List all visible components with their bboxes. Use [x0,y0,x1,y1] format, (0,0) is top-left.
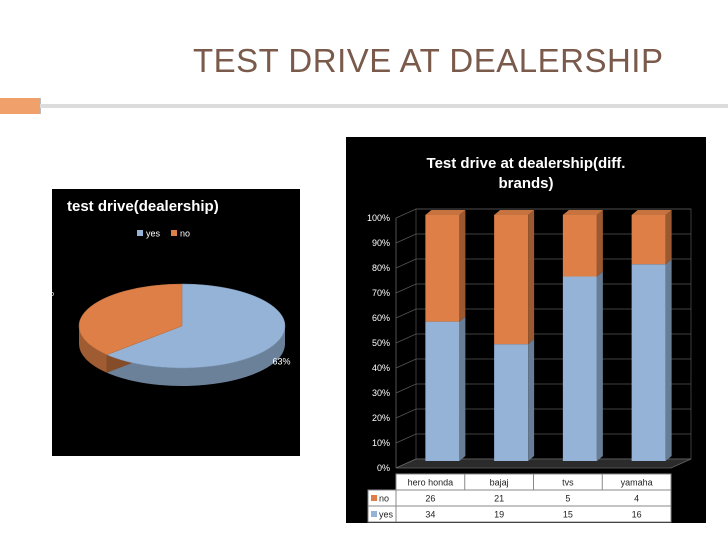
table-category-hero-honda: hero honda [408,478,454,488]
bar-top-hero-honda [425,210,466,215]
bar-yamaha-yes [631,264,666,461]
bar-y-tick-label: 50% [372,338,390,348]
accent-line [40,104,728,108]
table-cell: 19 [494,510,504,520]
table-cell: 21 [494,494,504,504]
pie-value-label-yes: 63% [273,357,291,367]
bar-y-tick-label: 30% [372,388,390,398]
table-cell: 4 [634,494,639,504]
pie-slice-side-yes [106,326,285,386]
pie-legend: yes no [137,229,190,239]
table-category-tvs: tvs [562,478,574,488]
table-cell: 26 [425,494,435,504]
pie-chart-panel: test drive(dealership) yes no 63% 37% [36,189,300,456]
bar-floor [395,458,692,469]
pie-legend-swatch-yes [137,230,143,236]
bar-hero-honda-yes [425,321,460,461]
bar-tvs-no [562,215,597,277]
bar-y-tick-label: 70% [372,288,390,298]
bar-y-tick-label: 80% [372,263,390,273]
bar-title-line-2: brands) [498,175,553,192]
bar-y-tick-label: 60% [372,313,390,323]
bar-top-bajaj [494,210,535,215]
bar-y-tick-label: 20% [372,413,390,423]
table-row-yes [367,505,672,523]
bar-top-tvs [562,210,603,215]
table-cell: 16 [632,510,642,520]
pie-slice-no [78,283,183,356]
bar-side-hero-honda-yes [459,316,466,461]
table-category-bajaj: bajaj [490,478,509,488]
pie-legend-swatch-no [171,230,177,236]
bar-series [425,210,672,461]
pie-slice-yes [106,283,286,369]
bar-side-bajaj-yes [528,339,535,461]
table-series-label-yes: yes [379,510,394,520]
accent-bar [0,98,40,114]
bar-yamaha-no [631,215,666,265]
pie-chart: test drive(dealership) yes no 63% 37% [36,198,291,386]
slide-title: TEST DRIVE AT DEALERSHIP [193,42,664,79]
bar-y-tick-label: 10% [372,438,390,448]
bar-side-tvs-yes [596,271,603,461]
bar-chart-panel: Test drive at dealership(diff. brands) 0… [346,137,706,523]
bar-tvs-yes [562,276,597,461]
pie-slice-side-no [79,326,107,373]
bar-title-line-1: Test drive at dealership(diff. [427,155,626,172]
bar-y-tick-label: 40% [372,363,390,373]
bar-side-yamaha-yes [665,259,672,461]
bar-hero-honda-no [425,215,460,322]
table-cell: 5 [565,494,570,504]
bar-y-tick-label: 0% [377,463,390,473]
bar-gridline [395,208,691,219]
table-legend-swatch-yes [371,511,377,517]
bar-bajaj-no [494,215,529,345]
table-category-yamaha: yamaha [621,478,653,488]
pie-legend-label-no: no [180,229,190,239]
bar-side-bajaj-no [528,210,535,345]
table-row-no [367,489,672,507]
pie-title: test drive(dealership) [67,198,219,215]
pie-legend-label-yes: yes [146,229,161,239]
bar-side-tvs-no [596,210,603,277]
bar-side-hero-honda-no [459,210,466,322]
bar-side-yamaha-no [665,210,672,265]
bar-y-axis: 0% 10% 20% 30% 40% 50% 60% 70% 80% 90% 100% [367,213,390,473]
bar-y-tick-label: 90% [372,238,390,248]
table-legend-swatch-no [371,495,377,501]
bar-top-yamaha [631,210,672,215]
bar-chart: Test drive at dealership(diff. brands) 0… [367,155,692,523]
table-series-label-no: no [379,494,389,504]
bar-bajaj-yes [494,344,529,461]
bar-y-tick-label: 100% [367,213,390,223]
table-cell: 15 [563,510,573,520]
pie-value-label-no: 37% [52,288,54,298]
table-cell: 34 [425,510,435,520]
pie-body: 63% 37% [36,283,291,386]
bar-data-table: hero honda bajaj tvs yamaha no 26 21 5 4 yes 34 19 1… [367,473,672,523]
